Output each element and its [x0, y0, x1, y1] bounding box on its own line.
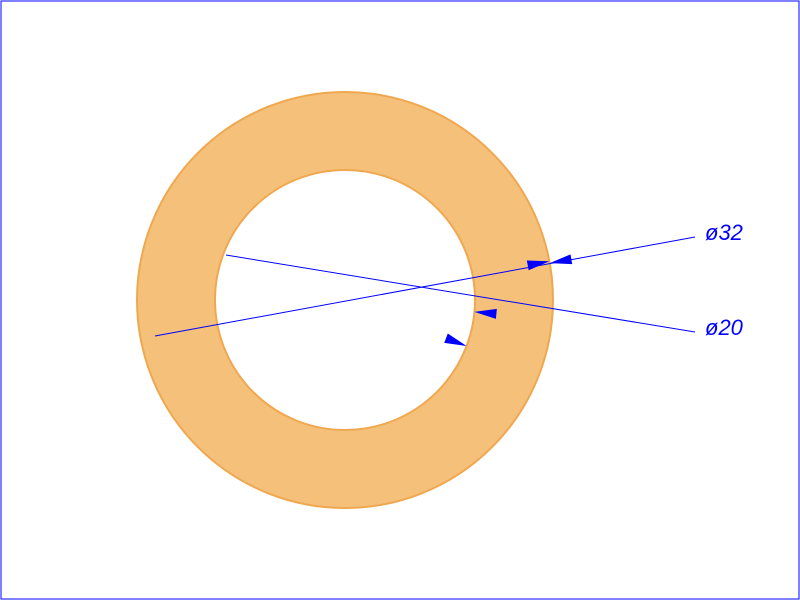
outer-diameter-leader [155, 237, 695, 336]
ring-profile [137, 92, 553, 508]
frame-border [1, 1, 799, 599]
inner-diameter-leader [226, 255, 695, 332]
dimension-arrowhead [550, 254, 573, 264]
outer-diameter-label: ø32 [705, 220, 743, 245]
dimension-arrowhead [444, 334, 466, 346]
inner-diameter-label: ø20 [705, 315, 744, 340]
